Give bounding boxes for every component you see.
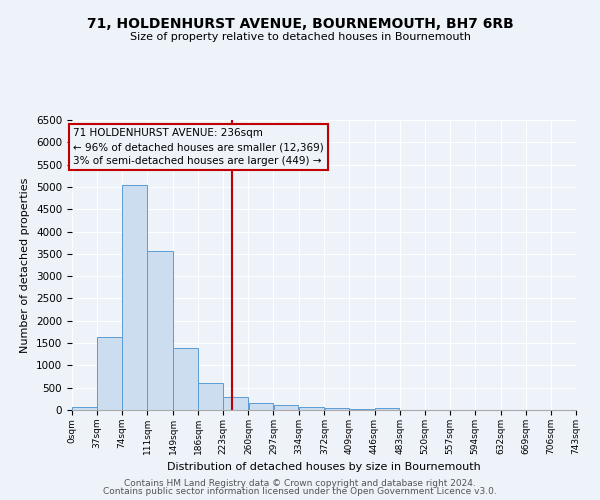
Bar: [325, 408, 349, 410]
Bar: [122, 184, 147, 410]
Bar: [223, 396, 248, 410]
Bar: [173, 348, 198, 410]
Y-axis label: Number of detached properties: Number of detached properties: [20, 178, 31, 352]
Bar: [97, 337, 122, 410]
Bar: [248, 403, 273, 410]
Bar: [350, 408, 374, 410]
Bar: [299, 406, 324, 410]
Bar: [72, 408, 97, 410]
Bar: [274, 405, 298, 410]
X-axis label: Distribution of detached houses by size in Bournemouth: Distribution of detached houses by size …: [167, 462, 481, 472]
Text: Contains public sector information licensed under the Open Government Licence v3: Contains public sector information licen…: [103, 487, 497, 496]
Text: Size of property relative to detached houses in Bournemouth: Size of property relative to detached ho…: [130, 32, 470, 42]
Bar: [199, 383, 223, 410]
Text: 71 HOLDENHURST AVENUE: 236sqm
← 96% of detached houses are smaller (12,369)
3% o: 71 HOLDENHURST AVENUE: 236sqm ← 96% of d…: [73, 128, 324, 166]
Bar: [375, 408, 400, 410]
Bar: [148, 251, 173, 410]
Text: Contains HM Land Registry data © Crown copyright and database right 2024.: Contains HM Land Registry data © Crown c…: [124, 478, 476, 488]
Text: 71, HOLDENHURST AVENUE, BOURNEMOUTH, BH7 6RB: 71, HOLDENHURST AVENUE, BOURNEMOUTH, BH7…: [86, 18, 514, 32]
